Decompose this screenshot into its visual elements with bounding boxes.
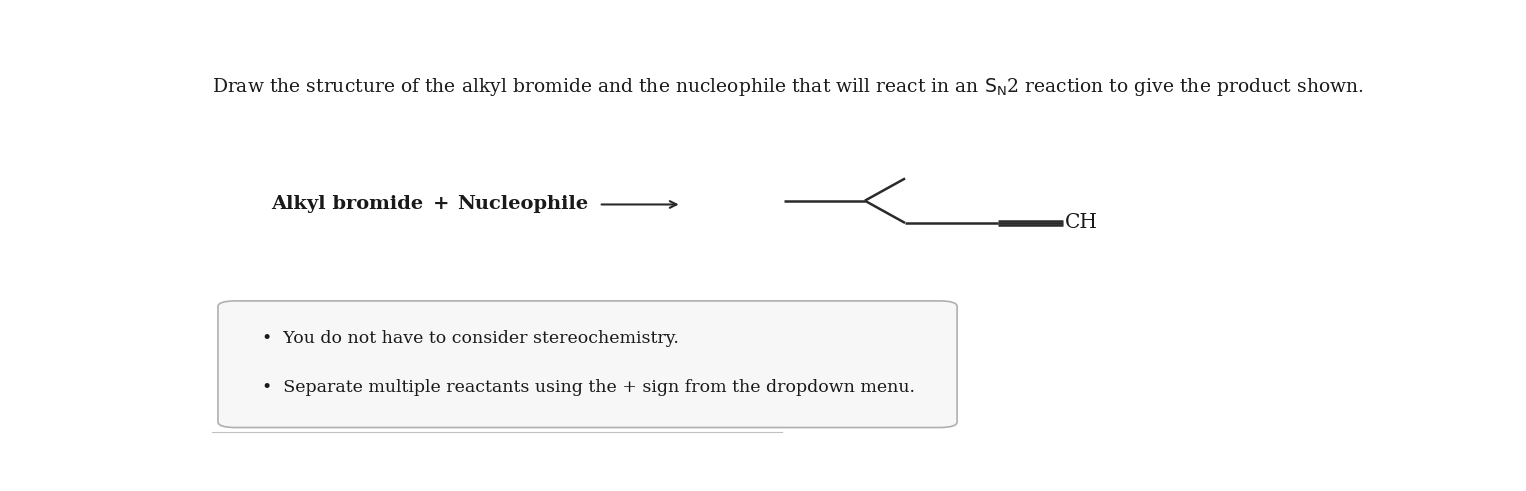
Text: •  Separate multiple reactants using the + sign from the dropdown menu.: • Separate multiple reactants using the … (262, 379, 914, 396)
Text: •  You do not have to consider stereochemistry.: • You do not have to consider stereochem… (262, 330, 679, 347)
Text: Draw the structure of the alkyl bromide and the nucleophile that will react in a: Draw the structure of the alkyl bromide … (212, 76, 1364, 98)
Text: CH: CH (1065, 214, 1099, 232)
FancyBboxPatch shape (218, 301, 957, 428)
Text: Nucleophile: Nucleophile (456, 195, 588, 214)
Text: +: + (433, 195, 450, 214)
Text: Alkyl bromide: Alkyl bromide (272, 195, 423, 214)
